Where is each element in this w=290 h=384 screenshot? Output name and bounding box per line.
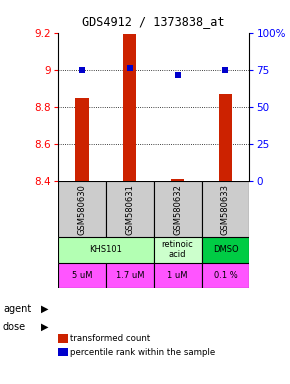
Bar (154, 263, 202, 288)
Text: GSM580632: GSM580632 (173, 184, 182, 235)
Bar (202, 237, 249, 263)
Bar (106, 263, 154, 288)
Bar (154, 181, 202, 237)
Text: dose: dose (3, 322, 26, 332)
Bar (58, 181, 106, 237)
Bar (75, 98, 89, 181)
Bar (219, 94, 232, 181)
Text: retinoic
acid: retinoic acid (162, 240, 193, 260)
Text: GSM580633: GSM580633 (221, 184, 230, 235)
Text: GDS4912 / 1373838_at: GDS4912 / 1373838_at (82, 15, 225, 28)
Text: DMSO: DMSO (213, 245, 238, 254)
Bar (58, 237, 154, 263)
Text: 0.1 %: 0.1 % (214, 271, 237, 280)
Bar (171, 179, 184, 181)
Text: 5 uM: 5 uM (72, 271, 92, 280)
Text: GSM580631: GSM580631 (125, 184, 134, 235)
Text: agent: agent (3, 304, 31, 314)
Text: transformed count: transformed count (70, 334, 151, 343)
Text: ▶: ▶ (41, 322, 49, 332)
Bar (154, 237, 202, 263)
Bar (123, 35, 137, 181)
Bar (106, 181, 154, 237)
Text: percentile rank within the sample: percentile rank within the sample (70, 348, 215, 357)
Bar (202, 263, 249, 288)
Bar (58, 263, 106, 288)
Bar (202, 181, 249, 237)
Text: 1.7 uM: 1.7 uM (115, 271, 144, 280)
Text: GSM580630: GSM580630 (77, 184, 86, 235)
Text: ▶: ▶ (41, 304, 49, 314)
Text: 1 uM: 1 uM (167, 271, 188, 280)
Text: KHS101: KHS101 (89, 245, 122, 254)
